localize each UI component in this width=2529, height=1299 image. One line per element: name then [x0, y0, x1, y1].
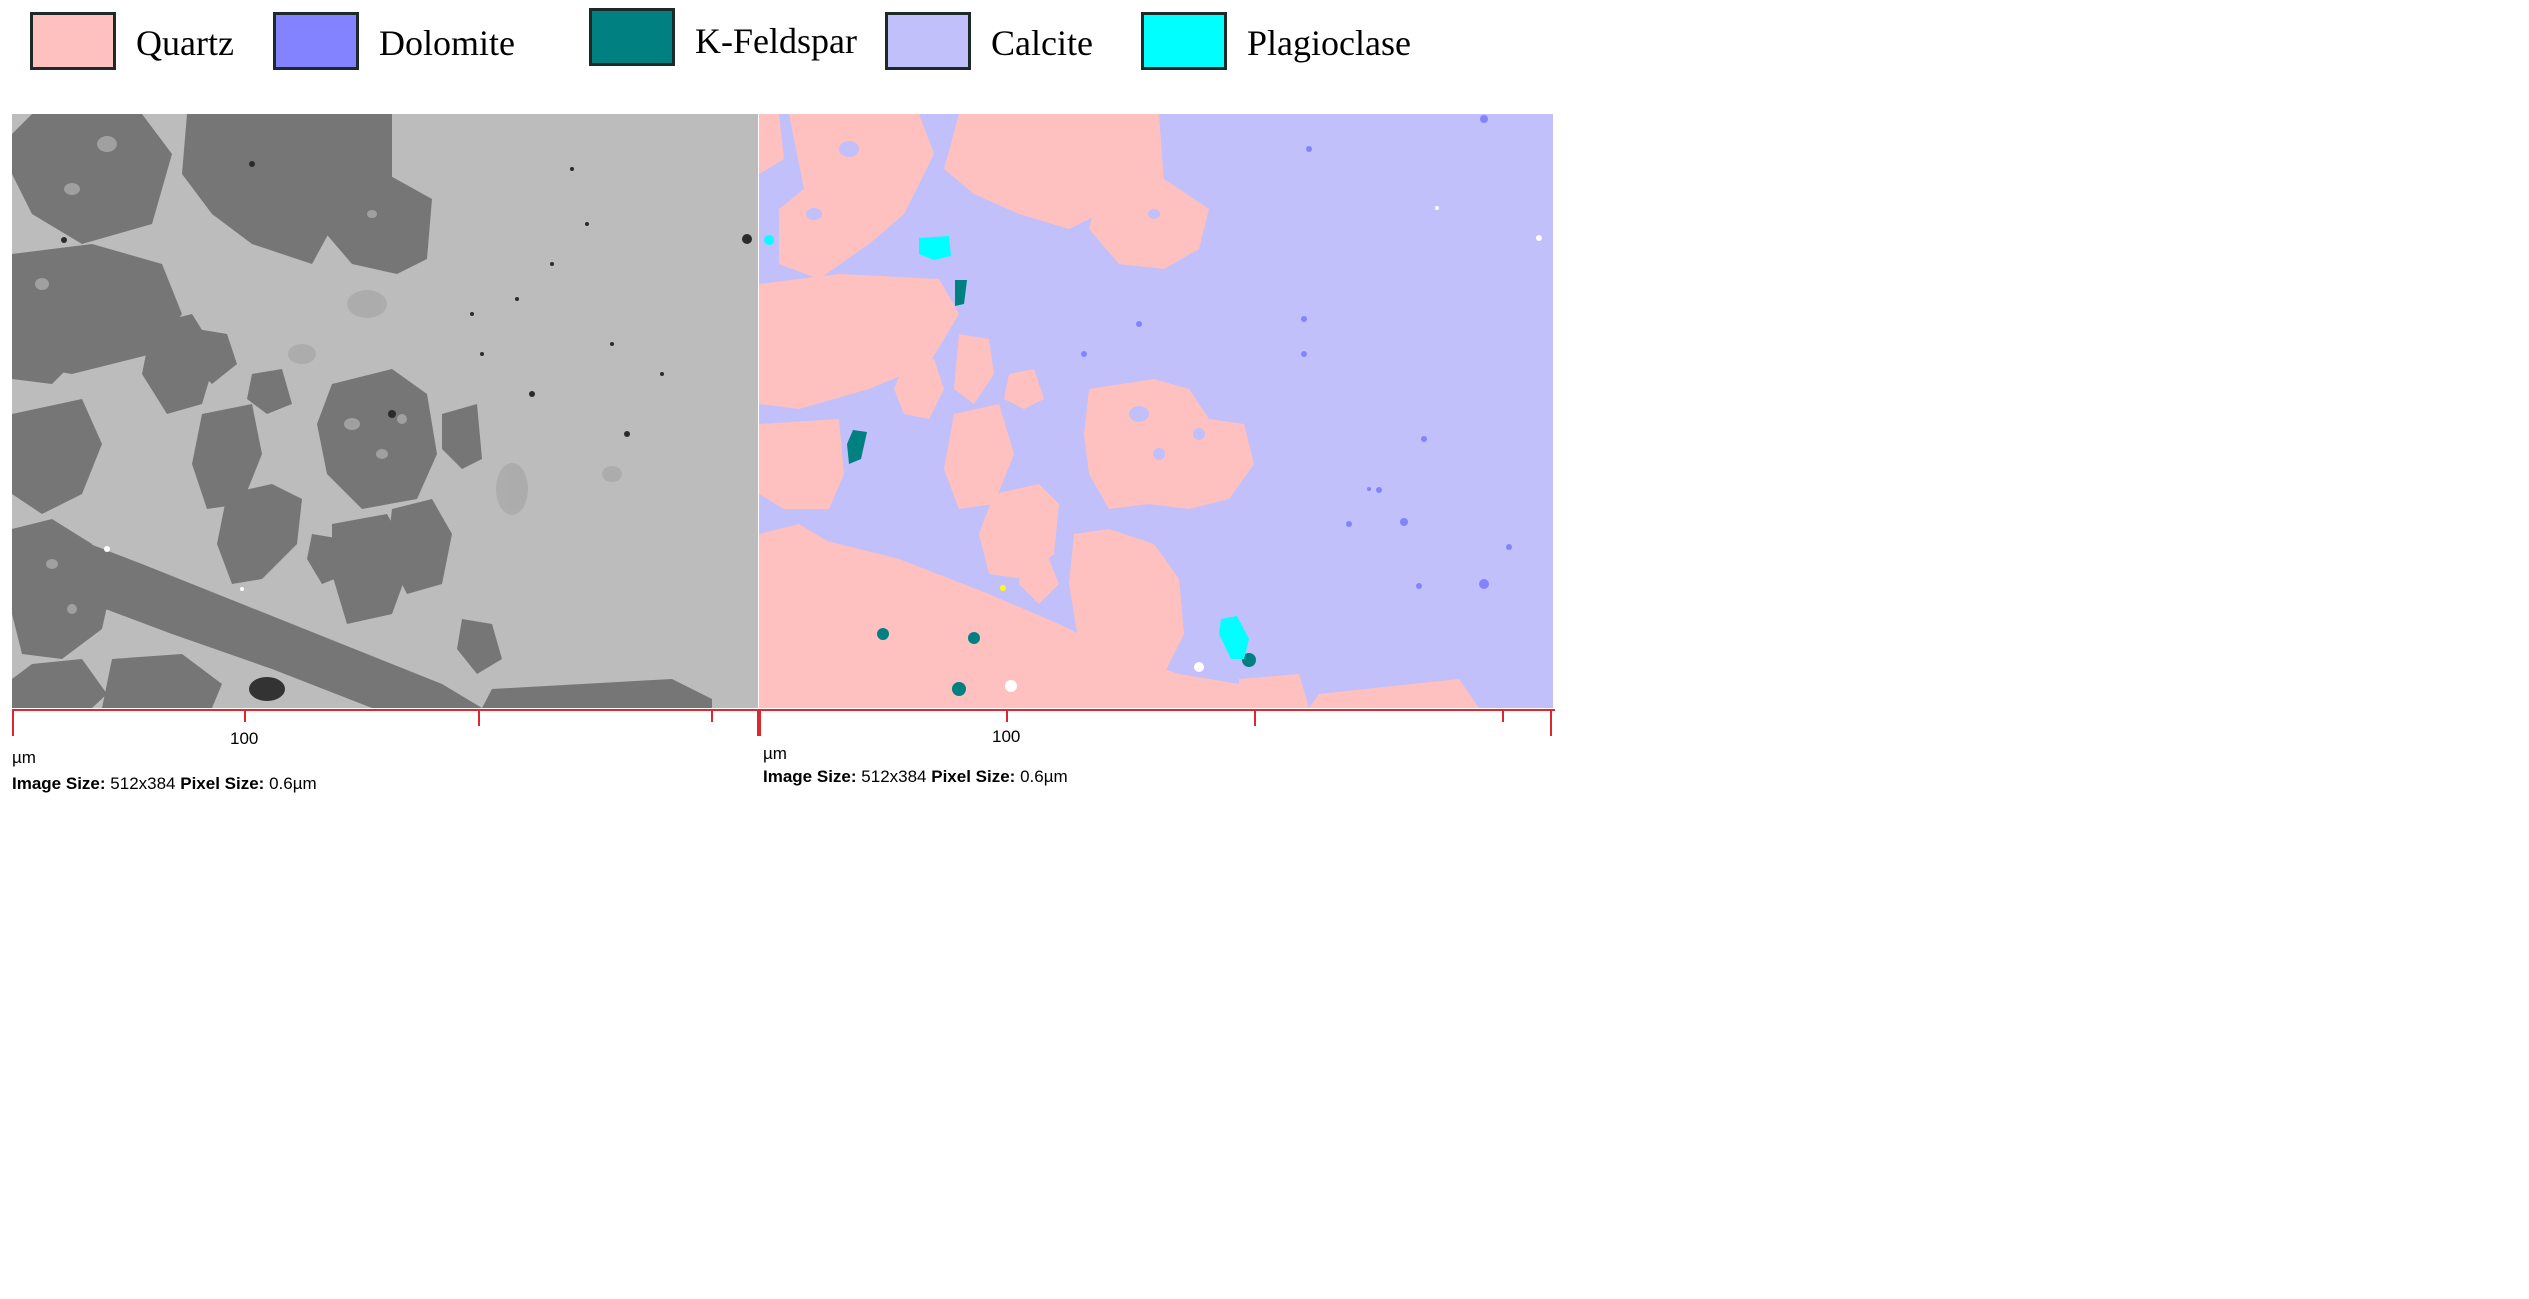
right-ruler-tick-label: 100 — [992, 727, 1021, 746]
left-pixel-size-label: Pixel Size: — [180, 774, 265, 793]
mineral-legend: Quartz Dolomite K-Feldspar Calcite Plagi… — [0, 0, 1568, 90]
right-ruler-ticks — [759, 709, 1555, 736]
quartz-swatch — [30, 12, 116, 70]
left-ruler-ticks — [12, 709, 760, 736]
calcite-swatch — [885, 12, 971, 70]
left-image-metadata: Image Size: 512x384 Pixel Size: 0.6µm — [12, 774, 317, 794]
left-image-size-value: 512x384 — [110, 774, 176, 793]
right-pixel-size-label: Pixel Size: — [931, 767, 1016, 786]
left-pixel-size-value: 0.6µm — [269, 774, 317, 793]
legend-label-calcite: Calcite — [991, 23, 1093, 63]
right-image-size-label: Image Size: — [763, 767, 857, 786]
legend-label-dolomite: Dolomite — [379, 23, 515, 63]
left-scale-ruler — [12, 708, 760, 738]
mineral-map — [759, 114, 1542, 708]
right-image-size-value: 512x384 — [861, 767, 927, 786]
legend-label-quartz: Quartz — [136, 23, 234, 63]
plagioclase-swatch — [1141, 12, 1227, 70]
mineral-map-panel — [759, 114, 1553, 708]
right-pixel-size-value: 0.6µm — [1020, 767, 1068, 786]
k-feldspar-swatch — [589, 8, 675, 66]
dolomite-swatch — [273, 12, 359, 70]
bse-image — [12, 114, 752, 708]
right-image-metadata: Image Size: 512x384 Pixel Size: 0.6µm — [763, 767, 1068, 787]
right-scale-ruler — [759, 708, 1555, 738]
left-ruler-tick-label: 100 — [230, 729, 259, 748]
left-image-size-label: Image Size: — [12, 774, 106, 793]
legend-label-k-feldspar: K-Feldspar — [695, 21, 857, 61]
legend-label-plagioclase: Plagioclase — [1247, 23, 1411, 63]
bse-image-panel — [12, 114, 758, 708]
right-unit-label: µm — [763, 744, 787, 763]
left-unit-label: µm — [12, 748, 36, 767]
